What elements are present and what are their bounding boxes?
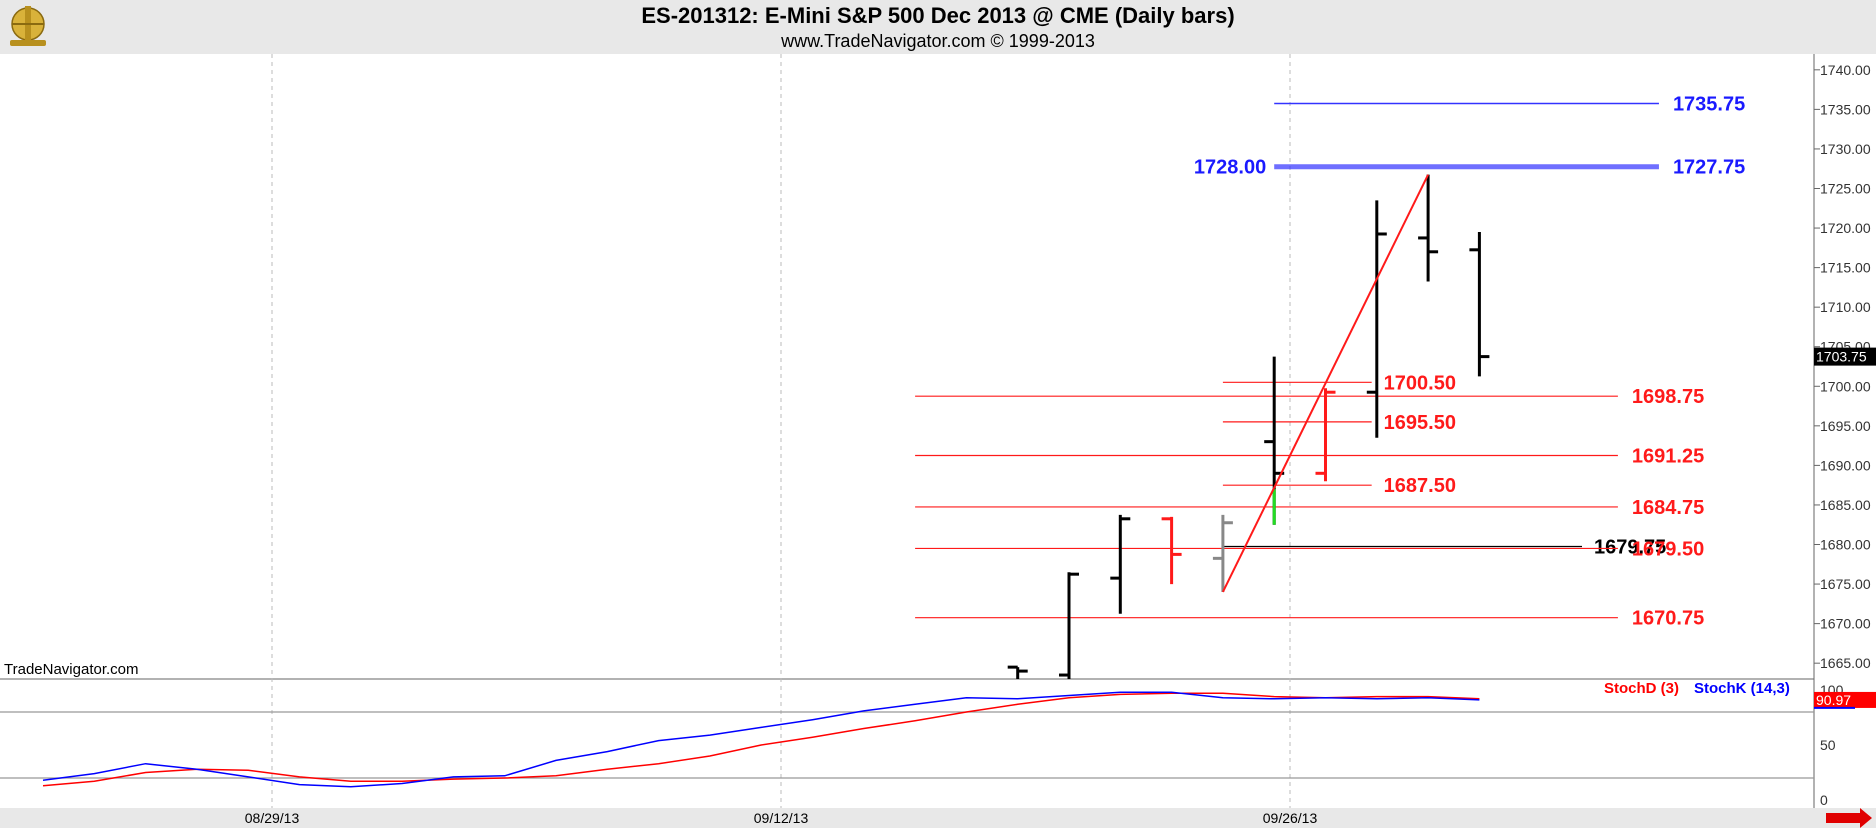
- time-axis: 08/29/13 09/12/13 09/26/13: [245, 810, 1318, 826]
- price-tick-label: 1675.00: [1820, 576, 1871, 592]
- price-tick-label: 1720.00: [1820, 220, 1871, 236]
- ohlc-bar: [1059, 572, 1079, 679]
- stoch-tick-label: 50: [1820, 737, 1836, 753]
- stoch-panel-background: [0, 679, 1814, 808]
- stoch-series-line: [42, 692, 1480, 787]
- price-levels: 1735.75 1727.75 1728.00 1700.50 1698.75 1695.…: [915, 93, 1745, 630]
- price-panel-background: [0, 54, 1814, 679]
- price-tick-label: 1665.00: [1820, 655, 1871, 671]
- level-label: 1684.75: [1632, 497, 1704, 519]
- level-label: 1735.75: [1673, 93, 1745, 115]
- ohlc-bar: [1212, 514, 1233, 592]
- price-axis-background: [1814, 54, 1876, 808]
- price-tick-label: 1685.00: [1820, 497, 1871, 513]
- price-tick-label: 1695.00: [1820, 418, 1871, 434]
- last-price-label: 1703.75: [1816, 349, 1867, 365]
- scroll-right-arrow[interactable]: [1826, 808, 1872, 828]
- ohlc-bar: [1161, 516, 1182, 585]
- ohlc-bar: [1110, 514, 1131, 614]
- ohlc-bar: [1418, 174, 1439, 282]
- chart-subtitle: www.TradeNavigator.com © 1999-2013: [781, 31, 1095, 51]
- level-label: 1700.50: [1384, 372, 1456, 394]
- price-axis: 1665.00 1670.00 1675.00 1680.00 1685.00 1690.…: [1814, 62, 1876, 671]
- stoch-last-value-label: 90.97: [1816, 692, 1851, 708]
- level-label: 1670.75: [1632, 608, 1704, 630]
- price-tick-label: 1735.00: [1820, 101, 1871, 117]
- price-tick-label: 1670.00: [1820, 616, 1871, 632]
- stoch-d-legend: StochD (3): [1604, 680, 1679, 697]
- stoch-tick-label: 0: [1820, 792, 1828, 808]
- level-label-left: 1728.00: [1194, 157, 1266, 179]
- date-tick-label: 08/29/13: [245, 810, 300, 826]
- price-tick-label: 1680.00: [1820, 537, 1871, 553]
- level-label: 1698.75: [1632, 386, 1704, 408]
- date-tick-label: 09/12/13: [754, 810, 809, 826]
- date-tick-label: 09/26/13: [1263, 810, 1318, 826]
- level-label: 1687.50: [1384, 475, 1456, 497]
- level-label: 1679.75: [1594, 536, 1666, 558]
- level-label: 1695.50: [1384, 412, 1456, 434]
- last-price-box: [1814, 347, 1876, 366]
- price-tick-label: 1730.00: [1820, 141, 1871, 157]
- ohlc-bar: [1366, 200, 1387, 438]
- level-label: 1679.50: [1632, 538, 1704, 560]
- price-tick-label: 1740.00: [1820, 62, 1871, 78]
- swing-line: [1222, 174, 1429, 593]
- header: ES-201312: E-Mini S&P 500 Dec 2013 @ CME…: [0, 0, 1876, 54]
- chart-title: ES-201312: E-Mini S&P 500 Dec 2013 @ CME…: [641, 3, 1235, 28]
- price-tick-label: 1690.00: [1820, 457, 1871, 473]
- price-bars: [1007, 174, 1490, 679]
- ohlc-bar: [1315, 388, 1336, 482]
- price-tick-label: 1700.00: [1820, 378, 1871, 394]
- ohlc-bar: [1469, 232, 1490, 377]
- price-tick-label: 1715.00: [1820, 260, 1871, 276]
- level-label: 1727.75: [1673, 157, 1745, 179]
- stoch-series-line: [42, 691, 1480, 788]
- ohlc-bar: [1007, 665, 1028, 679]
- vertical-grid: [271, 54, 1291, 808]
- stoch-last-value-box: [1814, 691, 1876, 708]
- stoch-k-legend: StochK (14,3): [1694, 680, 1790, 697]
- price-tick-label: 1710.00: [1820, 299, 1871, 315]
- time-axis-background: [0, 808, 1876, 828]
- trade-navigator-logo: [10, 6, 46, 46]
- level-label: 1691.25: [1632, 446, 1704, 468]
- price-tick-label: 1725.00: [1820, 180, 1871, 196]
- watermark: TradeNavigator.com: [4, 661, 139, 678]
